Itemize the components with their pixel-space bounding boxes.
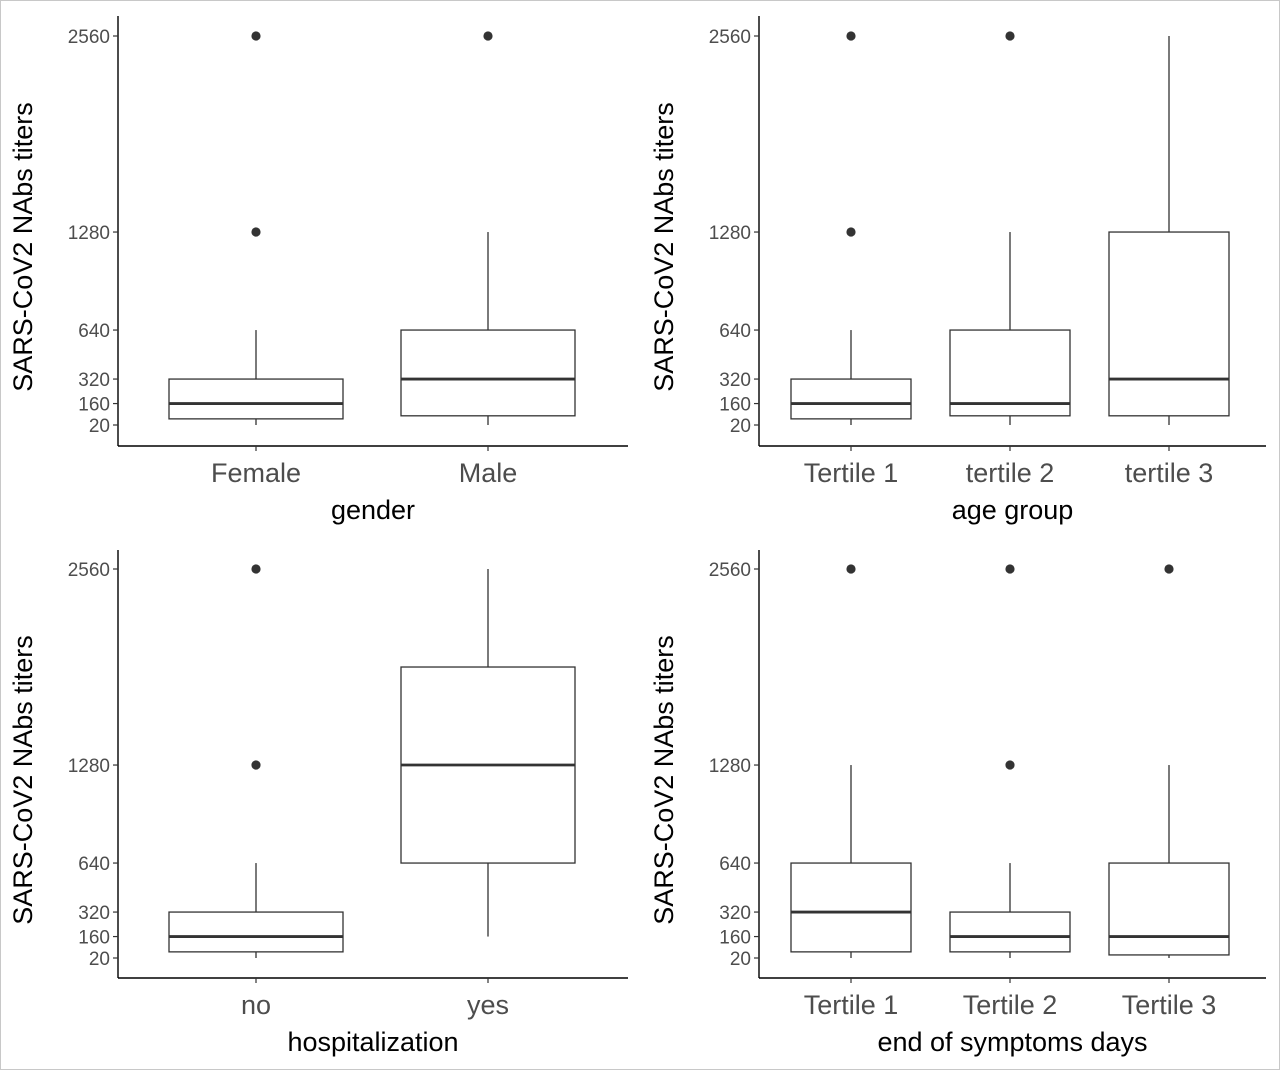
y-axis-title: SARS-CoV2 NAbs titers (8, 635, 38, 925)
box-yes (400, 569, 576, 937)
box-no (168, 564, 344, 958)
y-tick-label: 20 (89, 949, 110, 970)
x-category-label: tertile 2 (966, 458, 1055, 488)
x-category-label: Tertile 1 (804, 990, 899, 1020)
x-category-label: no (241, 990, 271, 1020)
outlier-point (846, 31, 856, 41)
box-tertile-1 (790, 564, 912, 958)
y-axis-title: SARS-CoV2 NAbs titers (8, 102, 38, 392)
y-tick-label: 2560 (68, 27, 110, 48)
y-tick-label: 640 (78, 854, 110, 875)
outlier-point (1005, 564, 1015, 574)
y-tick-label: 2560 (709, 560, 751, 581)
y-tick-label: 640 (719, 854, 751, 875)
box-male (400, 31, 576, 425)
y-tick-label: 160 (719, 395, 751, 416)
x-category-label: Female (211, 458, 301, 488)
x-axis-title: end of symptoms days (877, 1027, 1147, 1057)
box-tertile-3 (1108, 564, 1230, 958)
y-tick-label: 640 (719, 321, 751, 342)
outlier-point (251, 31, 261, 41)
outlier-point (846, 564, 856, 574)
x-axis-title: age group (952, 495, 1074, 525)
x-axis-title: hospitalization (287, 1027, 458, 1057)
y-tick-label: 160 (78, 928, 110, 949)
y-tick-label: 320 (719, 370, 751, 391)
iqr-box (168, 911, 344, 953)
y-tick-label: 2560 (709, 27, 751, 48)
iqr-box (790, 378, 912, 420)
y-tick-label: 320 (78, 370, 110, 391)
outlier-point (1005, 31, 1015, 41)
y-tick-label: 320 (719, 903, 751, 924)
outlier-point (846, 227, 856, 237)
x-axis-title: gender (331, 495, 415, 525)
x-category-label: Male (459, 458, 518, 488)
iqr-box (790, 862, 912, 953)
y-tick-label: 1280 (68, 223, 110, 244)
y-tick-label: 20 (730, 949, 751, 970)
iqr-box (1108, 862, 1230, 956)
y-tick-label: 2560 (68, 560, 110, 581)
x-category-label: Tertile 3 (1122, 990, 1217, 1020)
y-axis-title: SARS-CoV2 NAbs titers (649, 635, 679, 925)
outlier-point (1164, 564, 1174, 574)
box-tertile-1 (790, 31, 912, 425)
y-tick-label: 20 (730, 416, 751, 437)
y-tick-label: 20 (89, 416, 110, 437)
y-tick-label: 320 (78, 903, 110, 924)
y-axis-title: SARS-CoV2 NAbs titers (649, 102, 679, 392)
y-tick-label: 1280 (709, 756, 751, 777)
iqr-box (168, 378, 344, 420)
outlier-point (483, 31, 493, 41)
iqr-box (949, 911, 1071, 953)
x-category-label: Tertile 2 (963, 990, 1058, 1020)
box-tertile-2 (949, 31, 1071, 425)
x-category-label: tertile 3 (1125, 458, 1214, 488)
outlier-point (251, 227, 261, 237)
iqr-box (949, 329, 1071, 417)
y-tick-label: 1280 (709, 223, 751, 244)
outlier-point (251, 760, 261, 770)
y-tick-label: 160 (719, 928, 751, 949)
box-female (168, 31, 344, 425)
x-category-label: Tertile 1 (804, 458, 899, 488)
iqr-box (400, 329, 576, 417)
outlier-point (1005, 760, 1015, 770)
y-tick-label: 640 (78, 321, 110, 342)
y-tick-label: 1280 (68, 756, 110, 777)
box-tertile-3 (1108, 36, 1230, 425)
iqr-box (1108, 231, 1230, 417)
outlier-point (251, 564, 261, 574)
y-tick-label: 160 (78, 395, 110, 416)
x-category-label: yes (467, 990, 509, 1020)
box-tertile-2 (949, 564, 1071, 958)
